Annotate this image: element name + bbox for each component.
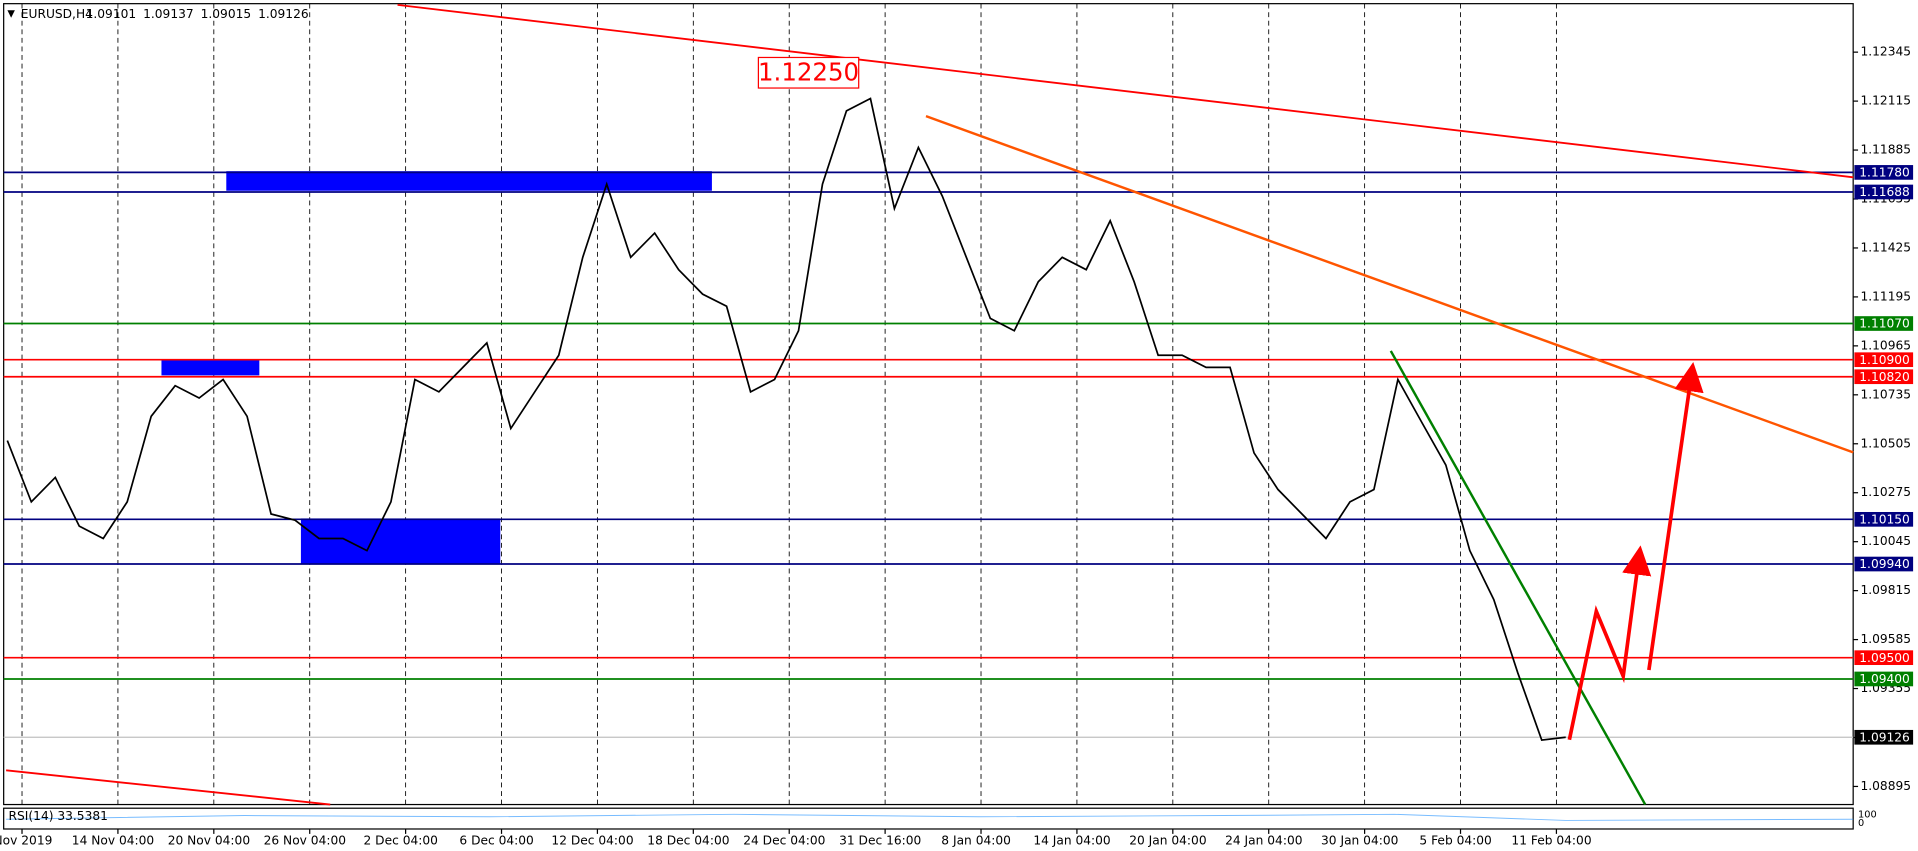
x-tick-label: 20 Jan 04:00 (1129, 834, 1206, 848)
rsi-line (6, 813, 1854, 821)
x-tick-label: 8 Jan 04:00 (941, 834, 1011, 848)
y-tick-label: 1.12345 (1861, 45, 1912, 59)
y-tick-label: 1.10735 (1861, 387, 1912, 401)
x-tick-label: 18 Dec 04:00 (647, 834, 729, 848)
level-label-box (1854, 671, 1914, 687)
level-label: 1.09400 (1859, 672, 1910, 686)
ohlc-low: 1.09015 (201, 7, 252, 21)
level-label-box (1854, 729, 1914, 745)
level-label-box (1854, 369, 1914, 385)
x-tick-label: 20 Nov 04:00 (168, 834, 250, 848)
ohlc-high: 1.09137 (143, 7, 194, 21)
forecast-arrow (1647, 362, 1704, 671)
symbol: EURUSD,H4 (21, 7, 93, 21)
x-tick-label: 14 Jan 04:00 (1033, 834, 1110, 848)
x-tick-label: 31 Dec 16:00 (839, 834, 921, 848)
trend-line (397, 3, 1854, 179)
level-label: 1.09126 (1859, 730, 1910, 744)
zone (226, 171, 712, 191)
x-tick-label: 24 Dec 04:00 (743, 834, 825, 848)
x-tick-label: 8 Nov 2019 (0, 834, 52, 848)
level-label-box (1854, 511, 1914, 527)
level-label: 1.10900 (1859, 353, 1910, 367)
x-tick-label: 26 Nov 04:00 (264, 834, 346, 848)
rsi-tick: 0 (1858, 818, 1864, 829)
x-tick-label: 5 Feb 04:00 (1419, 834, 1491, 848)
level-label: 1.10820 (1859, 370, 1910, 384)
y-tick-label: 1.10045 (1861, 534, 1912, 548)
x-tick-label: 11 Feb 04:00 (1511, 834, 1591, 848)
x-tick-label: 6 Dec 04:00 (459, 834, 533, 848)
y-tick-label: 1.10275 (1861, 485, 1912, 499)
y-tick-label: 1.09585 (1861, 632, 1912, 646)
x-tick-label: 2 Dec 04:00 (364, 834, 438, 848)
level-label: 1.09940 (1859, 557, 1910, 571)
level-label-box (1854, 316, 1914, 331)
trend-line (1389, 350, 1647, 806)
x-tick-label: 30 Jan 04:00 (1321, 834, 1398, 848)
ohlc-close: 1.09126 (258, 7, 309, 21)
level-label: 1.11688 (1859, 185, 1910, 199)
rsi-frame (3, 807, 1854, 830)
header-arrow: ▼ (7, 8, 15, 19)
y-tick-label: 1.11425 (1861, 240, 1912, 254)
level-label-box (1854, 556, 1914, 572)
annotation: 1.12250 (758, 57, 859, 86)
x-tick-label: 12 Dec 04:00 (551, 834, 633, 848)
price-line (6, 97, 1566, 741)
y-tick-label: 1.10505 (1861, 436, 1912, 450)
y-tick-label: 1.08895 (1861, 779, 1912, 793)
rsi-label: RSI(14) 33.5381 (9, 809, 108, 823)
zone (161, 359, 260, 376)
rsi-tick: 100 (1858, 809, 1877, 820)
trend-line (6, 769, 331, 806)
x-tick-label: 24 Jan 04:00 (1225, 834, 1302, 848)
level-label-box (1854, 650, 1914, 666)
annotation-box (757, 56, 860, 89)
y-tick-label: 1.11195 (1861, 289, 1912, 303)
y-tick-label: 1.12115 (1861, 94, 1912, 108)
trend-line (925, 115, 1854, 454)
forecast-arrow (1567, 545, 1652, 741)
level-label: 1.10150 (1859, 512, 1910, 526)
level-label-box (1854, 165, 1914, 180)
level-label-box (1854, 352, 1914, 368)
y-tick-label: 1.09815 (1861, 583, 1912, 597)
x-tick-label: 14 Nov 04:00 (72, 834, 154, 848)
y-tick-label: 1.11885 (1861, 143, 1912, 157)
y-tick-label: 1.10965 (1861, 338, 1912, 352)
plot-frame (3, 3, 1854, 806)
level-label: 1.09500 (1859, 651, 1910, 665)
ohlc-open: 1.09101 (86, 7, 137, 21)
zone (300, 518, 501, 564)
level-label: 1.11780 (1859, 166, 1910, 180)
level-label: 1.11070 (1859, 317, 1910, 331)
level-label-box (1854, 184, 1914, 200)
